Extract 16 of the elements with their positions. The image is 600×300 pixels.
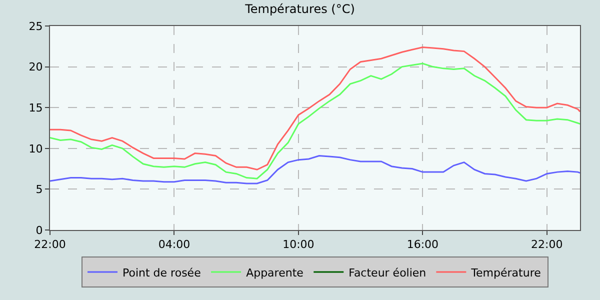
y-tick-label: 20 [28,60,43,74]
x-tick-label: 16:00 [406,238,439,252]
y-tick-label: 15 [28,101,43,114]
chart-title: Températures (°C) [244,2,355,16]
legend-label: Température [470,266,542,280]
x-tick-label: 10:00 [282,238,314,252]
y-tick-label: 0 [36,224,43,237]
x-tick-label: 04:00 [158,238,190,252]
y-tick-label: 25 [28,20,43,33]
x-tick-label: 22:00 [34,238,66,252]
x-tick-label: 22:00 [531,238,563,252]
legend-label: Point de rosée [122,266,202,280]
y-tick-label: 5 [36,183,43,196]
y-tick-label: 10 [28,142,43,156]
legend-label: Facteur éolien [348,266,426,280]
legend-label: Apparente [246,266,304,280]
